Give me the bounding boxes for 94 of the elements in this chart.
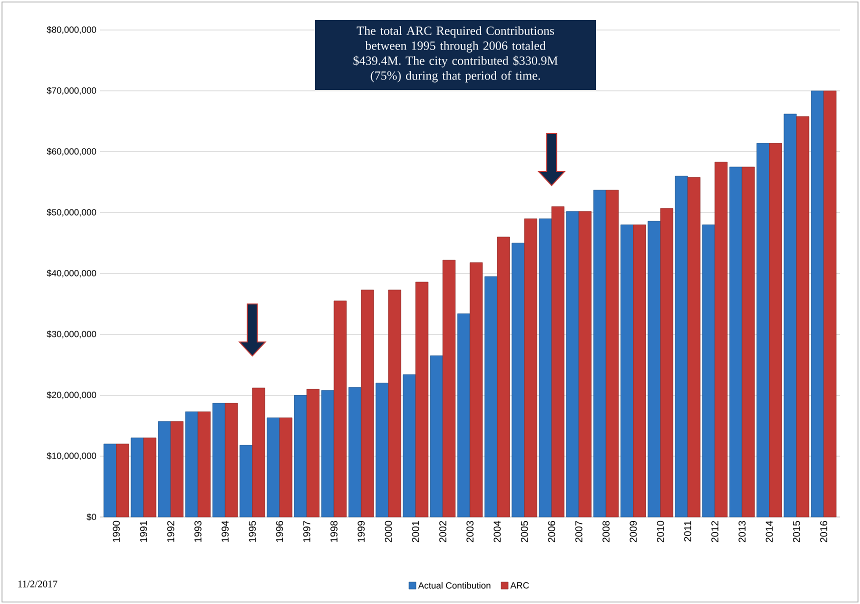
text: 11/2/2017 bbox=[18, 580, 58, 588]
bar bbox=[524, 218, 538, 518]
y-tick-label: $70,000,000 bbox=[46, 86, 96, 95]
bar bbox=[470, 262, 483, 518]
x-tick-label: 2011 bbox=[684, 521, 692, 542]
x-tick-label: 2010 bbox=[656, 520, 664, 542]
bar bbox=[360, 290, 374, 518]
bar bbox=[769, 143, 782, 518]
x-tick-label: 2006 bbox=[548, 520, 556, 542]
bar bbox=[633, 224, 646, 518]
legend-label: Actual Contibution bbox=[418, 582, 490, 589]
x-tick-label: 1995 bbox=[248, 520, 256, 542]
x-tick-label: 1994 bbox=[222, 520, 229, 542]
bar bbox=[442, 260, 456, 518]
x-tick-label: 2002 bbox=[439, 521, 446, 542]
y-tick-label: $0 bbox=[86, 513, 96, 521]
x-tick-label: 1993 bbox=[194, 520, 202, 542]
y-tick-label: $80,000,000 bbox=[46, 26, 96, 34]
bar bbox=[578, 211, 592, 518]
x-tick-label: 2000 bbox=[384, 520, 392, 542]
bar bbox=[388, 290, 402, 518]
x-tick-label: 2007 bbox=[575, 521, 582, 542]
bar bbox=[551, 206, 564, 518]
x-tick-label: 2014 bbox=[766, 520, 773, 542]
legend-label: ARC bbox=[510, 582, 529, 589]
x-tick-label: 2003 bbox=[466, 520, 474, 542]
bar bbox=[810, 90, 824, 518]
x-tick-label: 1992 bbox=[167, 521, 174, 542]
bar bbox=[729, 166, 742, 518]
bar bbox=[170, 421, 184, 518]
bar bbox=[321, 390, 334, 518]
bar bbox=[376, 382, 389, 518]
bar bbox=[306, 388, 320, 518]
bar bbox=[415, 282, 428, 518]
bar bbox=[143, 438, 156, 518]
x-tick-label: 1990 bbox=[112, 520, 120, 542]
bar bbox=[430, 355, 443, 518]
bar bbox=[158, 421, 171, 518]
x-tick-label: 2008 bbox=[602, 520, 610, 542]
bar bbox=[240, 444, 253, 518]
bar bbox=[224, 402, 238, 518]
y-tick-label: $50,000,000 bbox=[46, 208, 96, 217]
bar bbox=[402, 374, 416, 518]
bar bbox=[702, 224, 716, 518]
x-tick-label: 2015 bbox=[792, 520, 800, 542]
y-tick-label: $30,000,000 bbox=[46, 330, 96, 338]
bar bbox=[212, 402, 226, 518]
bar bbox=[606, 190, 619, 518]
x-tick-label: 1997 bbox=[303, 521, 310, 542]
bar bbox=[538, 218, 552, 518]
bar bbox=[457, 313, 470, 518]
bar bbox=[130, 438, 144, 518]
x-tick-label: 2009 bbox=[630, 520, 637, 542]
bar bbox=[252, 388, 266, 518]
bar bbox=[593, 190, 606, 518]
bar bbox=[742, 166, 755, 518]
y-tick-label: $40,000,000 bbox=[46, 270, 96, 278]
bar bbox=[294, 395, 307, 518]
annotation: The total ARC Required Contributions between 1995 through 2006 totaled $439.4M. The city contributed $330.9M (75%) during that period of time. bbox=[353, 26, 558, 82]
x-tick-label: 2012 bbox=[711, 521, 718, 542]
bar bbox=[687, 177, 700, 518]
bar bbox=[660, 208, 674, 518]
bar bbox=[185, 411, 198, 518]
bar bbox=[198, 411, 211, 518]
x-tick-label: 1991 bbox=[140, 521, 148, 542]
bar bbox=[484, 276, 498, 518]
x-tick-label: 2016 bbox=[820, 520, 828, 542]
bar bbox=[104, 444, 117, 518]
x-tick-label: 1996 bbox=[276, 520, 284, 542]
bar bbox=[497, 236, 510, 518]
x-tick-label: 2005 bbox=[520, 520, 528, 542]
y-tick-label: $60,000,000 bbox=[46, 148, 96, 156]
x-tick-label: 1998 bbox=[330, 520, 338, 542]
bar bbox=[796, 116, 810, 518]
bar bbox=[348, 387, 362, 518]
bar bbox=[266, 418, 280, 518]
bar bbox=[566, 211, 580, 518]
x-tick-label: 1999 bbox=[358, 520, 365, 542]
bar bbox=[714, 162, 728, 518]
bar bbox=[823, 90, 836, 518]
bar bbox=[784, 114, 797, 518]
x-tick-label: 2004 bbox=[494, 520, 501, 542]
bar bbox=[674, 176, 688, 518]
y-tick-label: $10,000,000 bbox=[46, 452, 96, 460]
bar bbox=[279, 418, 292, 518]
bar bbox=[620, 224, 634, 518]
y-tick-label: $20,000,000 bbox=[46, 391, 96, 400]
bar bbox=[116, 444, 130, 518]
bar bbox=[756, 143, 770, 518]
x-tick-label: 2013 bbox=[738, 520, 746, 542]
bar bbox=[334, 300, 347, 518]
bar bbox=[648, 220, 661, 518]
bar bbox=[512, 242, 525, 518]
x-tick-label: 2001 bbox=[412, 521, 420, 542]
